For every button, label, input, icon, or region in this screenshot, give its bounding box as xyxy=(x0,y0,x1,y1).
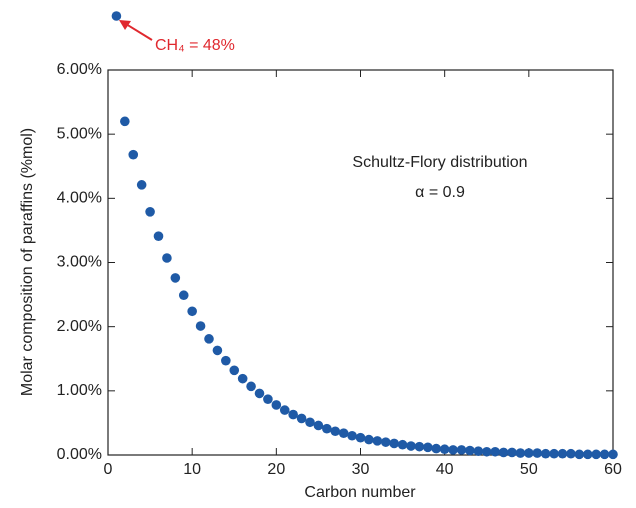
arrow-head xyxy=(119,20,131,30)
point xyxy=(524,448,534,458)
point xyxy=(473,446,484,456)
point xyxy=(178,290,189,301)
point xyxy=(355,432,366,443)
point xyxy=(566,448,576,459)
point xyxy=(507,447,517,458)
point xyxy=(515,448,526,458)
point xyxy=(582,449,593,460)
point xyxy=(574,449,585,460)
point xyxy=(305,417,315,428)
point xyxy=(423,442,433,453)
point xyxy=(414,441,425,452)
x-tick-label: 40 xyxy=(436,461,454,478)
point xyxy=(212,345,223,356)
point xyxy=(389,438,399,449)
y-tick-label: 6.00% xyxy=(57,61,102,78)
x-axis-label: Carbon number xyxy=(304,484,416,501)
point xyxy=(296,413,307,424)
point xyxy=(490,446,500,457)
y-tick-label: 4.00% xyxy=(57,190,102,207)
point xyxy=(397,439,408,450)
plot-frame xyxy=(107,69,614,456)
point xyxy=(439,444,450,455)
point xyxy=(195,321,206,331)
y-tick-label: 5.00% xyxy=(57,125,102,142)
point xyxy=(313,420,324,431)
point xyxy=(136,180,147,190)
point xyxy=(187,306,197,317)
point xyxy=(372,436,383,446)
point xyxy=(608,449,618,460)
point xyxy=(204,334,214,344)
arrow xyxy=(125,23,153,41)
point xyxy=(347,430,357,441)
point xyxy=(338,428,349,438)
y-axis-label: Molar composition of paraffins (%mol) xyxy=(19,128,36,396)
point xyxy=(364,434,374,445)
point xyxy=(263,394,273,404)
point xyxy=(229,365,240,376)
point xyxy=(498,447,509,458)
point xyxy=(557,448,568,459)
point xyxy=(322,423,332,434)
point xyxy=(237,373,248,384)
point xyxy=(549,448,559,459)
annotation: CH₄ = 48% xyxy=(155,37,235,54)
point xyxy=(288,409,298,420)
point xyxy=(162,253,172,263)
point xyxy=(532,448,543,458)
x-tick-label: 20 xyxy=(267,461,285,478)
point xyxy=(254,388,265,399)
point xyxy=(540,448,551,459)
point xyxy=(431,443,442,454)
point xyxy=(271,400,282,410)
point xyxy=(456,445,467,455)
point xyxy=(406,441,416,451)
x-tick-label: 60 xyxy=(604,461,622,478)
point xyxy=(145,207,155,217)
point xyxy=(330,426,341,437)
y-tick-label: 1.00% xyxy=(57,382,102,399)
point xyxy=(246,381,256,392)
point xyxy=(591,449,601,460)
annotation: α = 0.9 xyxy=(415,184,465,201)
x-tick-label: 50 xyxy=(520,461,538,478)
x-tick-label: 0 xyxy=(104,461,113,478)
y-tick-label: 2.00% xyxy=(57,318,102,335)
point xyxy=(111,11,122,21)
y-tick-label: 3.00% xyxy=(57,254,102,271)
x-tick-label: 10 xyxy=(183,461,201,478)
point xyxy=(279,405,290,415)
point xyxy=(221,355,231,366)
point xyxy=(380,437,391,447)
annotation: Schultz-Flory distribution xyxy=(352,154,527,171)
point xyxy=(153,231,164,241)
point xyxy=(170,273,181,283)
point xyxy=(120,116,130,127)
point xyxy=(128,149,139,160)
point xyxy=(599,449,610,460)
x-tick-label: 30 xyxy=(352,461,370,478)
point xyxy=(448,445,458,455)
y-tick-label: 0.00% xyxy=(57,446,102,463)
point xyxy=(465,445,475,456)
point xyxy=(481,446,492,457)
